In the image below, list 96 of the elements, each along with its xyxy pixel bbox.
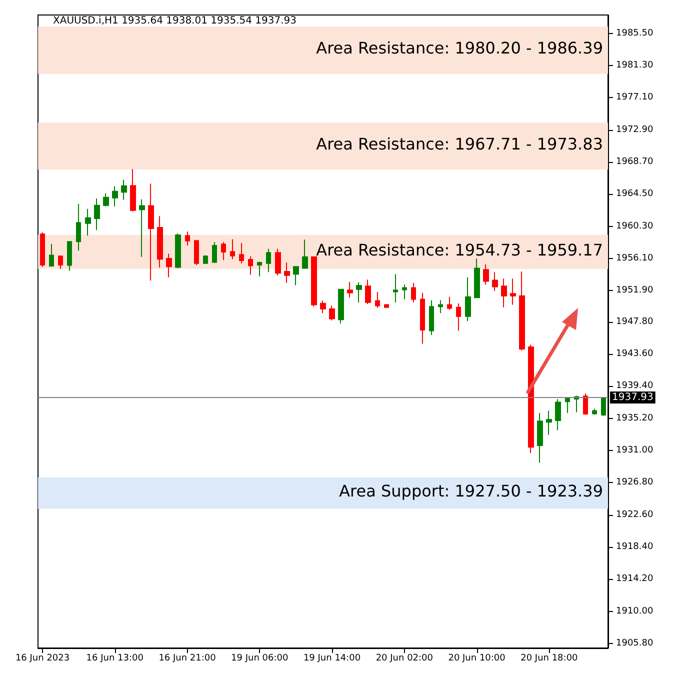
candlestick [528,344,534,454]
candlestick [592,408,597,416]
x-tick-label: 16 Jun 21:00 [158,654,216,664]
y-tick-label: 1947.80 [616,316,654,327]
candlestick [76,203,81,252]
candlestick [239,242,244,264]
y-tick-label: 1926.80 [616,478,654,488]
candlestick [275,248,281,276]
candlestick [465,276,471,322]
band-label: Area Resistance: 1980.20 - 1986.39 [316,38,603,58]
candlestick [203,254,208,264]
y-tick-label: 1922.60 [616,510,654,520]
candlestick [329,305,335,321]
y-tick-label: 1981.30 [616,60,654,71]
candlestick [112,186,118,207]
y-tick-label: 1964.50 [616,189,654,200]
candlestick [501,278,507,308]
y-tick-label: 1972.90 [616,124,654,135]
candlestick [356,282,362,303]
candlestick [49,243,54,268]
candlestick [221,242,226,261]
candlestick [347,281,353,298]
y-tick-label: 1935.20 [616,413,654,424]
y-tick-label: 1968.70 [616,156,654,167]
candlestick [384,304,389,308]
y-tick-label: 1977.10 [616,92,654,103]
candlestick [519,270,525,352]
candlestick [103,192,109,207]
x-tick-label: 16 Jun 13:00 [86,654,144,664]
candlestick [284,262,290,284]
candlestick [583,393,588,416]
x-tick-label: 16 Jun 2023 [15,654,70,664]
candlestick [429,300,434,336]
candlestick [212,242,217,264]
candlestick [565,397,570,414]
candlestick [157,216,163,268]
y-tick-label: 1914.20 [616,574,654,584]
x-tick-label: 19 Jun 14:00 [303,654,361,664]
band-label: Area Resistance: 1954.73 - 1959.17 [316,240,603,260]
candlestick [175,232,181,269]
y-tick-label: 1939.40 [616,381,654,392]
y-tick-label: 1951.90 [616,286,654,296]
candlestick [185,230,190,246]
candlestick [483,264,489,286]
y-tick-label: 1931.00 [616,446,654,456]
candlestick [148,183,154,282]
x-tick-label: 20 Jun 02:00 [376,654,434,664]
candlestick [194,240,199,266]
band-label: Area Support: 1927.50 - 1923.39 [339,482,603,501]
candlestick [411,282,416,303]
ref-line-label: 1937.93 [612,392,654,403]
candlestick [94,198,100,231]
candlestick [601,396,606,416]
candlestick [166,253,172,278]
candlestick [130,168,136,212]
y-tick-label: 1960.30 [616,221,654,232]
candlestick [447,296,452,310]
x-tick-label: 19 Jun 06:00 [231,654,289,664]
candlestick [393,274,398,303]
candlestick [257,261,262,277]
candlestick [456,302,461,332]
candlestick [474,258,480,298]
candlestick [230,238,235,260]
x-tick-label: 20 Jun 10:00 [448,654,506,664]
candlestick [546,410,552,436]
y-tick-label: 1910.00 [616,606,654,616]
candlestick [365,279,371,305]
chart-title: XAUUSD.i,H1 1935.64 1938.01 1935.54 1937.93 [53,16,297,26]
candlestick [121,179,127,200]
y-tick-label: 1956.10 [616,253,654,264]
candlestick [375,292,380,308]
candlestick [85,208,91,236]
y-tick-label: 1943.60 [616,349,654,360]
candlestick [402,284,407,300]
candlestick [555,398,561,431]
candlestick [492,272,498,292]
y-tick-label: 1918.40 [616,542,654,552]
candlestick [311,256,317,308]
candlestick [40,232,45,268]
candlestick [510,278,516,306]
candlestick [537,412,543,464]
x-tick-label: 20 Jun 18:00 [520,654,578,664]
candlestick [248,256,253,276]
candlestick [302,239,308,269]
candlestick [58,254,63,270]
candlestick [338,288,344,324]
candlestick [420,292,425,344]
candlestick [266,248,271,273]
candlestick [438,300,443,314]
candlestick [139,198,145,258]
candlestick [320,300,326,314]
y-tick-label: 1985.50 [616,28,654,38]
y-tick-label: 1905.80 [616,638,654,648]
band-label: Area Resistance: 1967.71 - 1973.83 [316,134,603,154]
candlestick [67,241,72,272]
candlestick [293,266,299,286]
